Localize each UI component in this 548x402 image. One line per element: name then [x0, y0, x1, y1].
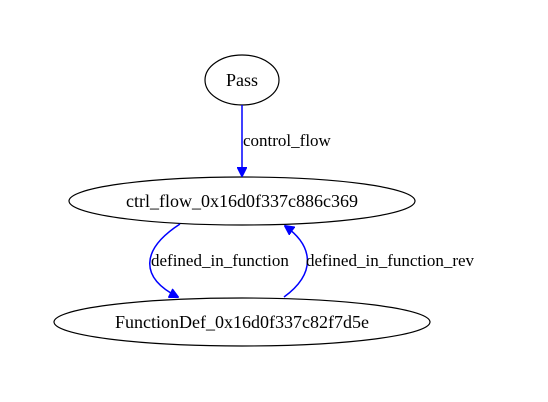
node-ctrl-flow-shape — [68, 176, 416, 226]
edge-defined-in-function: defined_in_function — [149, 223, 289, 297]
edge-defined-in-function-line — [149, 223, 181, 297]
edge-control-flow: control_flow — [242, 105, 332, 176]
edge-defined-in-function-rev: defined_in_function_rev — [284, 226, 475, 298]
node-function-def: FunctionDef_0x16d0f337c82f7d5e — [53, 297, 431, 347]
edge-control-flow-label: control_flow — [243, 131, 332, 150]
node-pass-label: Pass — [226, 70, 258, 90]
edge-defined-in-function-label: defined_in_function — [151, 251, 289, 270]
node-ctrl-flow-label: ctrl_flow_0x16d0f337c886c369 — [126, 191, 358, 211]
edge-defined-in-function-rev-label: defined_in_function_rev — [306, 251, 475, 270]
node-ctrl-flow: ctrl_flow_0x16d0f337c886c369 — [68, 176, 416, 226]
node-function-def-label: FunctionDef_0x16d0f337c82f7d5e — [115, 312, 369, 332]
edge-defined-in-function-rev-line — [284, 226, 309, 298]
node-pass: Pass — [204, 54, 280, 106]
node-function-def-shape — [53, 297, 431, 347]
